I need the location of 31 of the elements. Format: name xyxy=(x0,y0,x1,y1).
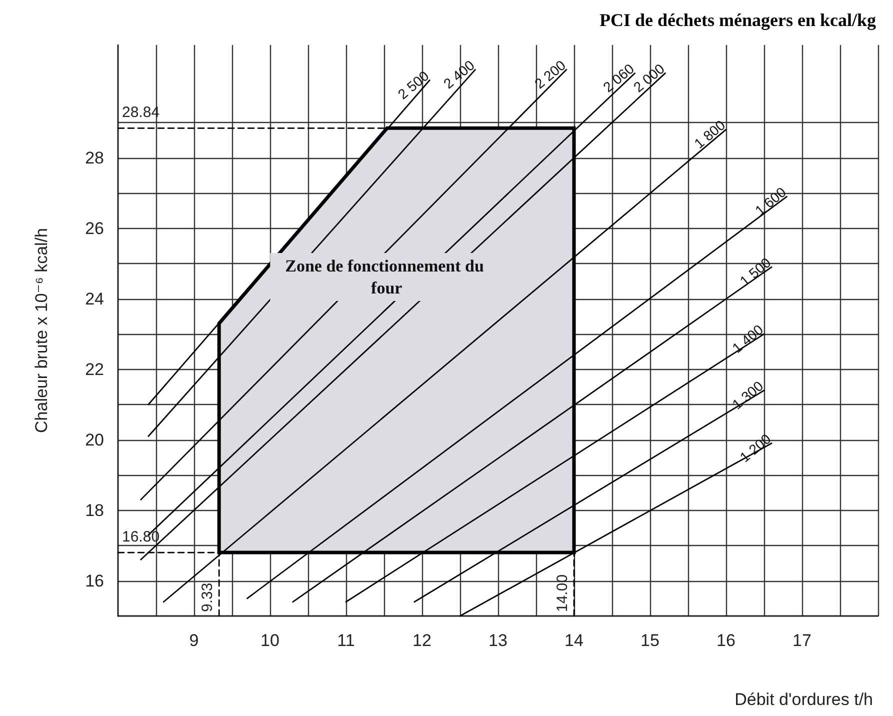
chart-title: PCI de déchets ménagers en kcal/kg xyxy=(600,10,876,30)
text: 1 300 xyxy=(729,378,766,412)
x-tick-label: 16 xyxy=(716,631,736,650)
x-tick-label: 13 xyxy=(488,631,508,650)
x-tick-label: 17 xyxy=(792,631,812,650)
annotation: 14.00 xyxy=(554,574,571,612)
x-tick-label: 11 xyxy=(337,631,355,650)
x-tick-label: 14 xyxy=(564,631,584,650)
y-tick-label: 22 xyxy=(85,360,104,379)
x-axis-title: Débit d'ordures t/h xyxy=(734,690,873,709)
y-tick-label: 24 xyxy=(85,289,104,308)
text: 1 600 xyxy=(752,184,790,219)
y-axis-title: Chaleur brute x 10⁻⁶ kcal/h xyxy=(32,228,51,433)
text: 1 200 xyxy=(736,430,774,466)
x-tick-label: 10 xyxy=(260,631,280,650)
annotation: 9.33 xyxy=(199,582,216,612)
text: 2 400 xyxy=(440,56,478,92)
y-tick-label: 28 xyxy=(85,148,104,168)
x-tick-label: 15 xyxy=(640,631,660,650)
x-tick-label: 9 xyxy=(189,631,199,650)
y-tick-label: 16 xyxy=(85,571,104,590)
text: 1 400 xyxy=(729,321,766,356)
y-tick-label: 26 xyxy=(85,218,104,238)
y-tick-label: 20 xyxy=(85,430,104,450)
y-tick-label: 18 xyxy=(85,500,104,520)
annotation: Zone de fonctionnement du four xyxy=(285,256,488,298)
text: 2 500 xyxy=(394,67,432,102)
text: 1 800 xyxy=(691,116,728,152)
text: 2 200 xyxy=(531,56,569,92)
x-tick-label: 12 xyxy=(412,631,432,650)
text: 1 500 xyxy=(736,254,774,290)
